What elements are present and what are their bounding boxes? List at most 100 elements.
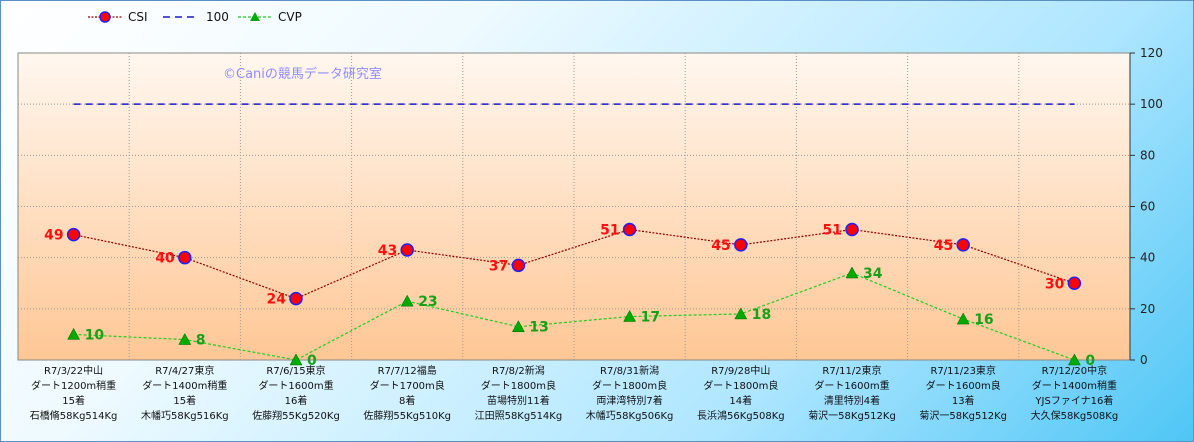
x-tick-label-line: ダート1200m稍重 bbox=[31, 379, 116, 392]
x-tick-label-line: ダート1600m重 bbox=[258, 379, 333, 392]
y-tick-label: 0 bbox=[1140, 353, 1148, 367]
x-tick-label: R7/8/31新潟ダート1800m良両津湾特別7着木幡巧58Kg506Kg bbox=[586, 364, 674, 422]
x-tick-label-line: ダート1600m重 bbox=[814, 379, 889, 392]
cvp-data-label: 18 bbox=[752, 307, 771, 323]
x-tick-label-line: 石橋脩58Kg514Kg bbox=[30, 409, 118, 422]
csi-point bbox=[622, 222, 637, 237]
csi-data-label: 49 bbox=[44, 228, 63, 244]
cvp-point bbox=[400, 294, 414, 307]
x-tick-label-line: 菊沢一58Kg512Kg bbox=[808, 409, 896, 422]
cvp-point bbox=[178, 333, 192, 345]
x-tick-label: R7/8/2新潟ダート1800m良苗場特別11着江田照58Kg514Kg bbox=[475, 364, 563, 422]
legend: CSI 100 CVP bbox=[88, 10, 302, 24]
legend-marker-csi bbox=[99, 11, 111, 23]
x-tick-label: R7/3/22中山ダート1200m稍重 15着石橋脩58Kg514Kg bbox=[30, 364, 118, 422]
cvp-point bbox=[289, 353, 303, 366]
x-tick-label-line: R7/11/2東京 bbox=[822, 364, 881, 377]
csi-point bbox=[511, 258, 526, 273]
legend-label-csi: CSI bbox=[128, 10, 148, 24]
legend-label-100: 100 bbox=[206, 10, 229, 24]
cvp-point bbox=[845, 266, 859, 279]
csi-point bbox=[734, 238, 748, 252]
cvp-point bbox=[734, 307, 748, 320]
x-tick-label-line: R7/4/27東京 bbox=[155, 364, 214, 377]
cvp-data-label: 34 bbox=[863, 266, 883, 282]
x-tick-label-line: R7/8/2新潟 bbox=[492, 364, 545, 377]
x-tick-label-line: R7/11/23東京 bbox=[930, 364, 996, 377]
csi-point bbox=[289, 291, 303, 306]
series-line-cvp bbox=[73, 272, 1075, 361]
x-tick-label-line: 江田照58Kg514Kg bbox=[475, 410, 563, 422]
y-tick-label: 100 bbox=[1140, 97, 1163, 111]
y-tick-label: 20 bbox=[1140, 302, 1155, 316]
x-tick-label: R7/4/27東京ダート1400m稍重 15着木幡巧58Kg516Kg bbox=[141, 364, 229, 422]
legend-label-cvp: CVP bbox=[278, 10, 302, 24]
csi-data-label: 43 bbox=[378, 243, 397, 259]
cvp-point bbox=[511, 320, 525, 332]
x-tick-label-line: ダート1400m稍重 bbox=[142, 379, 227, 392]
series-line-csi bbox=[73, 228, 1075, 300]
x-tick-label-line: 15着 bbox=[173, 394, 196, 407]
cvp-data-label: 0 bbox=[307, 353, 317, 369]
x-tick-label-line: 16着 bbox=[285, 394, 308, 407]
x-tick-label-line: 木幡巧58Kg516Kg bbox=[141, 409, 229, 422]
legend-marker-cvp bbox=[250, 12, 260, 21]
csi-data-label: 51 bbox=[823, 223, 842, 239]
cvp-point bbox=[1067, 353, 1081, 366]
x-tick-label-line: R7/3/22中山 bbox=[44, 364, 103, 377]
x-tick-label: R7/7/12福島ダート1700m良 8着佐藤翔55Kg510Kg bbox=[363, 364, 451, 422]
y-tick-label: 120 bbox=[1140, 46, 1163, 60]
x-tick-label-line: 15着 bbox=[62, 394, 85, 407]
cvp-point bbox=[67, 327, 81, 340]
x-tick-label-line: ダート1800m良 bbox=[703, 379, 778, 392]
cvp-point bbox=[623, 309, 637, 322]
csi-data-label: 24 bbox=[267, 292, 287, 308]
x-tick-label-line: R7/9/28中山 bbox=[711, 364, 770, 377]
x-tick-label-line: 木幡巧58Kg506Kg bbox=[586, 409, 674, 422]
x-tick-label-line: R7/8/31新潟 bbox=[600, 364, 659, 377]
cvp-point bbox=[956, 312, 970, 325]
cvp-data-label: 16 bbox=[974, 312, 993, 328]
y-tick-label: 40 bbox=[1140, 251, 1155, 265]
csi-data-label: 37 bbox=[489, 258, 508, 274]
csi-point bbox=[1067, 276, 1082, 290]
csi-point bbox=[66, 227, 81, 242]
x-tick-label-line: 佐藤翔55Kg520Kg bbox=[252, 409, 340, 422]
x-tick-label-line: 14着 bbox=[729, 394, 752, 407]
x-tick-label-line: 苗場特別11着 bbox=[487, 394, 550, 407]
x-tick-label-line: 大久保58Kg508Kg bbox=[1031, 409, 1119, 422]
x-tick-label-line: 清里特別4着 bbox=[824, 394, 880, 407]
csi-point bbox=[400, 243, 414, 257]
x-tick-label-line: R7/12/20中京 bbox=[1042, 364, 1108, 377]
x-tick-label: R7/11/2東京ダート1600m重清里特別4着菊沢一58Kg512Kg bbox=[808, 364, 896, 422]
x-tick-label-line: YJSファイナ16着 bbox=[1034, 394, 1113, 407]
x-tick-label-line: ダート1800m良 bbox=[481, 379, 556, 392]
cvp-data-label: 10 bbox=[85, 327, 105, 343]
csi-data-label: 45 bbox=[711, 238, 730, 254]
y-tick-label: 60 bbox=[1140, 200, 1155, 214]
x-tick-label-line: 菊沢一58Kg512Kg bbox=[919, 409, 1007, 422]
x-tick-label-line: ダート1700m良 bbox=[370, 379, 445, 392]
x-tick-label: R7/6/15東京ダート1600m重 16着佐藤翔55Kg520Kg bbox=[252, 364, 340, 422]
x-tick-label-line: ダート1800m良 bbox=[592, 379, 667, 392]
x-tick-label-line: 佐藤翔55Kg510Kg bbox=[363, 409, 451, 422]
csi-point bbox=[845, 222, 859, 237]
x-tick-label-line: 8着 bbox=[399, 394, 415, 407]
cvp-data-label: 17 bbox=[641, 310, 660, 326]
x-tick-label-line: ダート1600m良 bbox=[926, 379, 1001, 392]
cvp-data-label: 0 bbox=[1085, 353, 1095, 369]
csi-point bbox=[178, 250, 192, 265]
x-tick-label-line: R7/6/15東京 bbox=[266, 364, 325, 377]
x-tick-label-line: 13着 bbox=[952, 394, 975, 407]
cvp-data-label: 23 bbox=[418, 294, 437, 310]
x-tick-label-line: 長浜鴻56Kg508Kg bbox=[697, 409, 785, 422]
cvp-data-label: 13 bbox=[529, 320, 548, 336]
csi-data-label: 30 bbox=[1045, 276, 1065, 292]
x-tick-label-line: ダート1400m稍重 bbox=[1032, 379, 1117, 392]
csi-data-label: 51 bbox=[600, 223, 619, 239]
watermark: ©Caniの競馬データ研究室 bbox=[223, 66, 382, 82]
csi-point bbox=[956, 238, 970, 252]
